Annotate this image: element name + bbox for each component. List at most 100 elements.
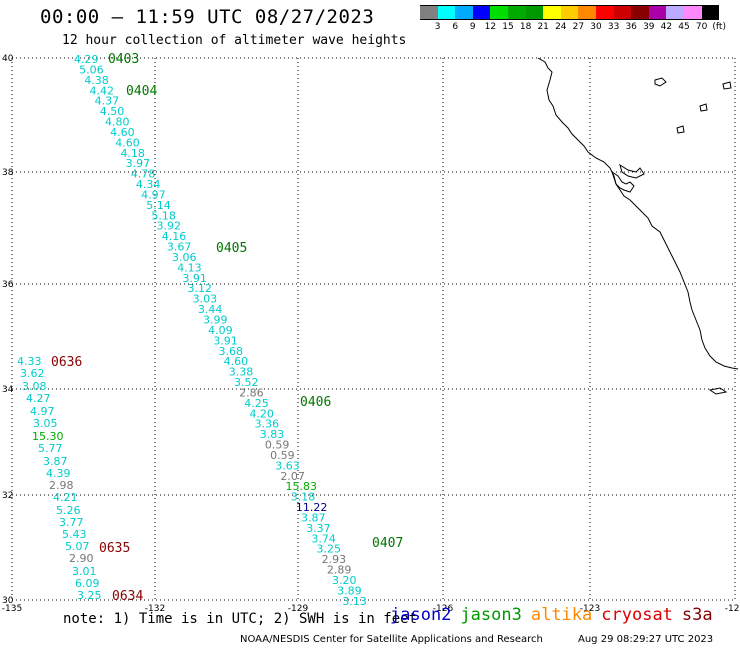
wave-height-value: 5.14 <box>146 199 171 212</box>
legend-label: 33 <box>607 22 620 32</box>
legend-swatch <box>543 5 561 20</box>
footer-note: note: 1) Time is in UTC; 2) SWH is in fe… <box>63 611 418 627</box>
wave-height-value: 3.87 <box>301 511 326 524</box>
wave-height-value: 3.44 <box>198 303 223 316</box>
wave-height-value: 4.21 <box>53 491 78 504</box>
wave-height-value: 0.59 <box>270 449 295 462</box>
map-subtitle: 12 hour collection of altimeter wave hei… <box>62 33 407 48</box>
wave-height-value: 4.38 <box>84 74 109 87</box>
island-shape <box>699 103 708 112</box>
wave-height-value: 4.16 <box>162 230 187 243</box>
islands <box>654 77 732 395</box>
wave-height-value: 4.60 <box>110 126 134 139</box>
longitude-label: -120 <box>725 604 740 614</box>
wave-height-value: 3.18 <box>291 491 316 504</box>
wave-height-value: 3.99 <box>203 314 228 327</box>
legend-label: 39 <box>643 22 655 32</box>
wave-height-value: 4.33 <box>17 355 42 368</box>
wave-height-value: 4.34 <box>136 178 161 191</box>
wave-height-value: 3.89 <box>337 584 362 597</box>
legend-swatch <box>472 5 491 20</box>
wave-height-value: 3.05 <box>33 417 58 430</box>
legend-swatch <box>648 5 667 20</box>
wave-height-value: 3.63 <box>275 459 300 472</box>
legend-swatches <box>420 5 720 20</box>
legend-label: 12 <box>484 22 497 32</box>
wave-height-value: 5.07 <box>65 540 90 553</box>
longitude-label: -129 <box>288 604 309 614</box>
legend-swatch <box>701 5 720 20</box>
wave-height-value: 4.25 <box>244 397 269 410</box>
wave-height-value: 4.50 <box>100 105 125 118</box>
latitude-label: 34 <box>2 385 14 395</box>
generation-timestamp: Aug 29 08:29:27 UTC 2023 <box>578 634 714 645</box>
legend-label: 18 <box>519 22 532 32</box>
wave-height-value: 4.18 <box>120 147 145 160</box>
altimeter-tracks: 4.295.064.384.424.374.504.804.604.604.18… <box>17 53 367 608</box>
wave-height-value: 3.36 <box>255 418 280 431</box>
satellite-legend: jason2 jason3 altika cryosat s3a <box>390 605 722 625</box>
wave-height-value: 3.91 <box>182 272 207 285</box>
legend-label: 36 <box>625 22 637 32</box>
credit-line: NOAA/NESDIS Center for Satellite Applica… <box>240 634 543 645</box>
wave-height-value: 5.43 <box>62 528 87 541</box>
longitude-label: -132 <box>145 604 165 614</box>
longitude-label: -126 <box>433 604 454 614</box>
wave-height-value: 3.83 <box>260 428 285 441</box>
lat-lon-grid <box>11 57 736 601</box>
legend-label: 30 <box>590 22 602 32</box>
legend-swatch <box>595 5 614 20</box>
pass-id-label: 0403 <box>108 52 139 67</box>
wave-height-value: 3.87 <box>43 455 68 468</box>
wave-height-value: 5.06 <box>79 63 104 76</box>
wave-height-value: 3.91 <box>213 334 238 347</box>
wave-height-value: 3.74 <box>311 532 336 545</box>
wave-height-value: 4.27 <box>26 392 51 405</box>
wave-height-value: 3.38 <box>229 366 254 379</box>
island-shape <box>708 387 728 395</box>
coastline <box>537 57 739 370</box>
pass-id-label: 0406 <box>300 395 331 410</box>
pass-id-label: 0407 <box>372 536 403 551</box>
wave-height-value: 6.09 <box>75 577 100 590</box>
legend-label: (ft) <box>712 22 726 32</box>
wave-height-value: 5.77 <box>38 442 63 455</box>
wave-height-value: 3.06 <box>172 251 197 264</box>
wave-height-value: 4.60 <box>115 136 140 149</box>
legend-label: 70 <box>695 22 708 32</box>
wave-height-value: 3.68 <box>218 345 243 358</box>
legend-swatch <box>666 5 684 20</box>
longitude-label: -135 <box>2 604 22 614</box>
wave-height-value: 3.08 <box>22 380 47 393</box>
satellite-s3a: s3a <box>681 605 713 625</box>
legend-swatch <box>560 5 579 20</box>
wave-height-value: 2.89 <box>327 564 352 577</box>
wave-height-value: 11.22 <box>296 501 328 514</box>
satellite-altika: altika <box>530 605 593 625</box>
wave-height-value: 0.59 <box>265 439 290 452</box>
wave-height-value: 3.67 <box>167 241 192 254</box>
island-shape <box>654 77 667 87</box>
wave-height-value: 3.77 <box>59 516 84 529</box>
legend-label: 45 <box>678 22 690 32</box>
wave-height-value: 4.13 <box>177 261 202 274</box>
wave-height-value: 4.37 <box>95 95 120 108</box>
wave-height-value: 5.26 <box>56 504 81 517</box>
longitude-label: -123 <box>580 604 600 614</box>
wave-height-value: 4.39 <box>46 467 71 480</box>
legend-swatch <box>437 5 456 20</box>
legend-label: 6 <box>452 22 459 32</box>
wave-height-value: 2.07 <box>280 470 305 483</box>
color-legend: 3 6 9 12 15 18 21 24 27 30 33 36 39 42 45 70 (ft) <box>420 5 726 32</box>
wave-height-value: 3.01 <box>72 565 97 578</box>
wave-height-value: 3.97 <box>126 157 151 170</box>
wave-height-value: 3.37 <box>306 522 331 535</box>
legend-swatch <box>455 5 473 20</box>
wave-height-value: 4.78 <box>131 168 156 181</box>
map-title: 00:00 — 11:59 UTC 08/27/2023 <box>40 6 375 28</box>
wave-height-value: 3.25 <box>317 543 342 556</box>
sf-bay-outline <box>611 170 635 193</box>
latitude-label: 36 <box>2 280 14 290</box>
wave-height-value: 5.18 <box>151 209 176 222</box>
